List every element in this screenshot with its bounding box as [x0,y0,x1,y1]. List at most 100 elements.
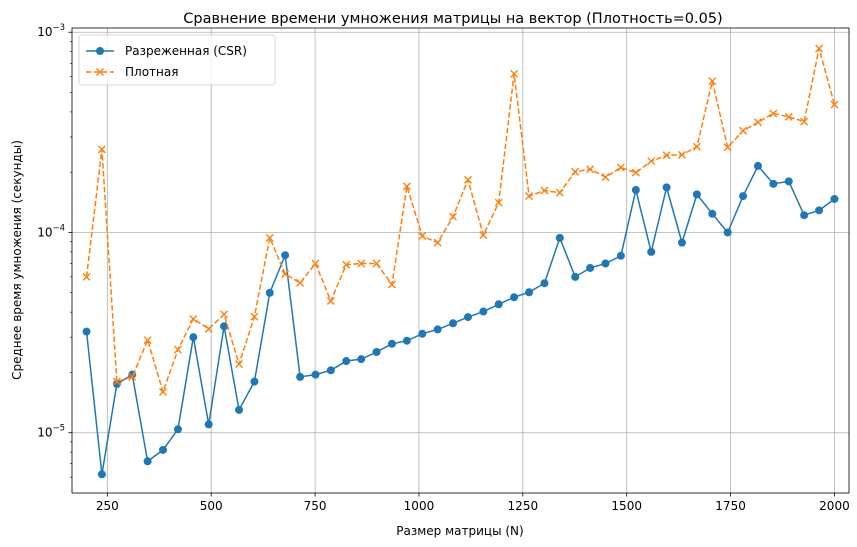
data-point [250,312,259,321]
data-point [173,425,182,434]
data-point [494,300,503,309]
data-point [159,387,167,396]
data-point [463,175,472,184]
x-tick-label: 1500 [611,499,642,513]
data-point [311,370,320,379]
data-point [220,310,229,319]
data-point [204,420,213,429]
plot-frame [71,27,850,494]
data-point [402,182,411,191]
data-point [586,165,595,174]
series-1 [82,161,839,479]
data-point [433,238,442,247]
data-point [677,150,686,159]
data-point [525,192,534,201]
data-point [479,307,488,316]
chart-title: Сравнение времени умножения матрицы на в… [183,11,722,27]
data-point [830,194,839,203]
data-point [830,100,839,109]
data-point [189,314,198,323]
x-tick-label: 1250 [508,499,539,513]
data-point [754,118,762,127]
x-tick-label: 2000 [819,499,850,513]
data-point [510,69,519,78]
data-point [723,228,732,237]
data-point [739,192,748,201]
data-point [204,324,213,333]
data-point [418,232,427,241]
data-point [281,270,290,279]
data-point [220,322,229,331]
data-point [800,117,809,126]
legend: Разреженная (CSR) Плотная [78,34,276,86]
data-point [296,278,305,287]
data-point [143,457,152,466]
data-point [463,313,472,322]
data-point [97,145,106,154]
legend-box [78,34,276,86]
data-point [311,259,320,268]
data-point [601,173,610,182]
legend-label: Разреженная (CSR) [125,44,247,58]
data-point [769,109,778,118]
data-point [800,211,809,220]
data-point [616,251,625,260]
data-point [494,198,503,207]
data-point [418,329,427,338]
data-point [601,259,610,268]
data-point [525,288,534,297]
data-point [265,233,274,242]
data-point [143,336,152,345]
data-point [586,263,595,272]
data-point [815,206,824,215]
data-point [402,336,411,345]
data-point [754,161,763,170]
x-axis: 250 500 750 1000 1250 1500 1750 2000 [96,493,850,513]
data-point [555,233,564,242]
x-tick-label: 750 [304,499,327,513]
data-point [769,179,778,188]
data-point [708,209,717,218]
y-tick-label: 10−5 [37,424,65,440]
data-point [692,190,701,199]
data-point [357,259,366,268]
data-point [723,143,732,152]
data-point [235,405,244,414]
x-tick-label: 500 [200,499,223,513]
legend-label: Плотная [125,65,178,79]
data-point [662,183,671,192]
data-point [662,151,671,160]
data-point [342,357,351,366]
data-point [479,231,488,240]
data-point [265,288,274,297]
data-point [357,355,366,364]
data-point [571,272,580,281]
data-point [692,142,701,151]
data-point [235,360,244,369]
data-point [342,260,351,269]
data-point [555,188,564,197]
series-layer [82,44,839,479]
data-point [510,293,519,302]
data-point [784,177,793,186]
data-point [372,348,381,357]
data-point [739,126,748,135]
data-point [677,238,686,247]
data-point [97,470,106,479]
data-point [82,327,91,336]
x-axis-title: Размер матрицы (N) [396,524,523,538]
data-point [173,345,182,354]
data-point [571,167,580,176]
data-point [189,333,198,342]
data-point [708,77,717,86]
data-point [112,377,121,386]
data-point [250,377,259,386]
data-point [387,339,396,348]
data-point [631,168,640,177]
plot-area [72,28,849,493]
series-line [85,165,835,476]
data-point [387,280,396,289]
data-point [647,247,656,256]
y-axis-title: Среднее время умножения (секунды) [10,140,24,380]
